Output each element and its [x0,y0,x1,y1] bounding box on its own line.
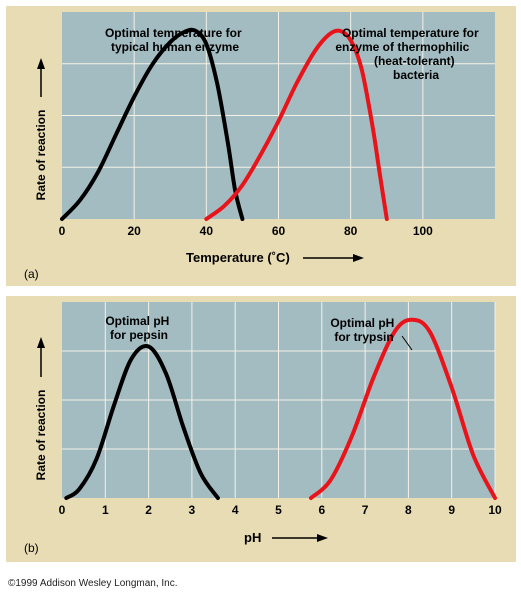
annotation-human-enzyme-line-1: Optimal temperature for [105,26,242,40]
panel-a-x-axis-label: Temperature (˚C) [186,250,290,265]
panel-b-x-tick-label: 0 [59,503,66,517]
annotation-trypsin: Optimal pH for trypsin [330,316,397,344]
panel-b-x-tick-label: 8 [405,503,412,517]
panel-a-x-tick-label: 40 [200,224,214,238]
panel-a-series-1-line [60,27,245,221]
panel-a-x-tick-label: 20 [127,224,141,238]
panel-b-x-axis-arrow [272,534,328,542]
panel-b-x-tick-label: 2 [145,503,152,517]
panel-a-x-tick-label: 100 [413,224,433,238]
panel-b: 0 1 2 3 4 5 6 7 8 9 10 (b) pH Rate of reaction Opt… [6,296,516,562]
annotation-trypsin-line-1: Optimal pH [330,316,394,330]
panel-a-x-tick-label: 80 [344,224,358,238]
panel-b-x-tick-label: 1 [102,503,109,517]
annotation-thermophilic-line-3: (heat-tolerant) [374,54,455,68]
panel-b-x-ticks: 0 1 2 3 4 5 6 7 8 9 10 [59,503,502,517]
annotation-thermophilic-line-1: Optimal temperature for [342,26,479,40]
panel-b-gridlines [62,302,496,498]
annotation-thermophilic-line-2: enzyme of thermophilic [335,40,469,54]
annotation-pepsin-line-2: for pepsin [110,328,168,342]
annotation-trypsin-line-2: for trypsin [334,330,393,344]
panel-a-label: (a) [24,267,39,281]
panel-b-x-tick-label: 4 [232,503,239,517]
panel-b-x-tick-label: 9 [448,503,455,517]
panel-a: 0 20 40 60 80 100 (a) Temperature (˚C) Rate o… [6,6,516,286]
panel-b-x-tick-label: 6 [318,503,325,517]
panel-b-x-tick-label: 3 [189,503,196,517]
panel-b-x-tick-label: 7 [362,503,369,517]
panel-a-x-axis-arrow [303,254,364,262]
panel-b-x-tick-label: 5 [275,503,282,517]
panel-b-x-tick-label: 10 [488,503,502,517]
annotation-trypsin-leader [401,335,413,351]
panel-b-x-axis-label: pH [244,530,261,545]
panel-a-y-axis-label: Rate of reaction [34,110,48,201]
panel-a-x-ticks: 0 20 40 60 80 100 [59,224,434,238]
annotation-pepsin: Optimal pH for pepsin [105,314,172,342]
copyright-notice: ©1999 Addison Wesley Longman, Inc. [8,578,178,589]
panel-b-series-2-line [309,317,497,500]
panel-b-series [64,317,497,500]
annotation-thermophilic-enzyme: Optimal temperature for enzyme of thermo… [335,26,482,82]
annotation-human-enzyme-line-2: typical human enzyme [111,40,239,54]
panel-a-x-tick-label: 60 [272,224,286,238]
panel-a-x-tick-label: 0 [59,224,66,238]
annotation-thermophilic-line-4: bacteria [393,68,439,82]
panel-b-y-axis-label: Rate of reaction [34,390,48,481]
panel-a-series-2-line [204,28,389,221]
panel-a-series [60,27,389,221]
panel-a-y-axis-arrow [37,58,45,97]
panel-b-series-1-line [64,343,220,500]
panel-b-y-axis-arrow [37,337,45,377]
annotation-pepsin-line-1: Optimal pH [105,314,169,328]
annotation-human-enzyme: Optimal temperature for typical human en… [105,26,245,54]
panel-b-label: (b) [24,541,39,555]
